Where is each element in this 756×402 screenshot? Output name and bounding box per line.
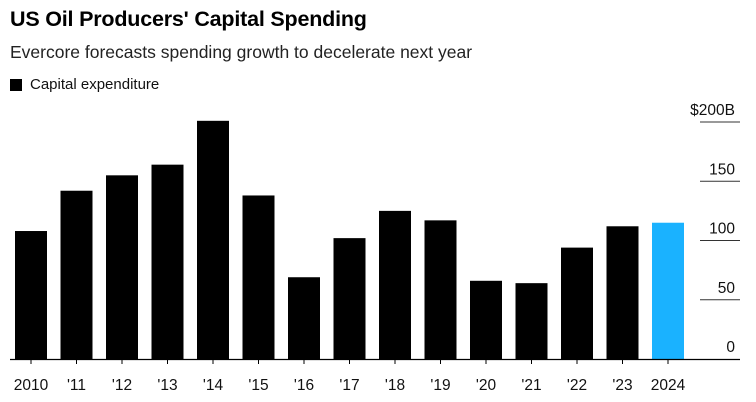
- x-tick-label: '14: [203, 377, 224, 394]
- bar: [652, 222, 684, 359]
- chart-legend: Capital expenditure: [10, 76, 159, 93]
- legend-swatch-capex: [10, 78, 22, 91]
- y-tick-label: 50: [718, 280, 736, 297]
- x-tick-label: '20: [476, 377, 497, 394]
- x-tick-label: 2024: [651, 377, 686, 394]
- legend-label-capex: Capital expenditure: [30, 76, 160, 93]
- bar: [561, 247, 593, 359]
- bar: [242, 195, 275, 359]
- x-tick-label: '23: [612, 377, 632, 394]
- y-tick-label: 0: [726, 339, 735, 356]
- x-tick-label: '22: [567, 377, 587, 394]
- bar: [151, 164, 184, 359]
- x-tick-label: '12: [112, 377, 132, 394]
- bar: [60, 190, 93, 359]
- bar: [15, 231, 47, 359]
- bar: [197, 120, 229, 359]
- chart-title: US Oil Producers' Capital Spending: [10, 7, 367, 31]
- x-tick-label: '16: [294, 377, 314, 394]
- x-tick-label: '19: [430, 377, 450, 394]
- bar: [106, 175, 138, 359]
- x-tick-label: '21: [521, 377, 541, 394]
- x-tick-label: 2010: [14, 377, 49, 394]
- bar: [606, 226, 639, 359]
- x-tick-label: '11: [67, 377, 86, 394]
- x-tick-label: '15: [248, 377, 268, 394]
- bar: [379, 210, 411, 359]
- bar: [288, 277, 320, 359]
- bar: [515, 283, 548, 359]
- bar: [333, 238, 366, 359]
- bar: [470, 280, 502, 359]
- x-tick-label: '13: [157, 377, 177, 394]
- x-tick-label: '18: [385, 377, 405, 394]
- y-tick-label: $200B: [690, 102, 735, 119]
- y-tick-label: 150: [709, 161, 735, 178]
- y-tick-label: 100: [709, 221, 735, 238]
- x-tick-label: '17: [339, 377, 359, 394]
- bar: [424, 220, 457, 359]
- chart-subtitle: Evercore forecasts spending growth to de…: [10, 42, 473, 62]
